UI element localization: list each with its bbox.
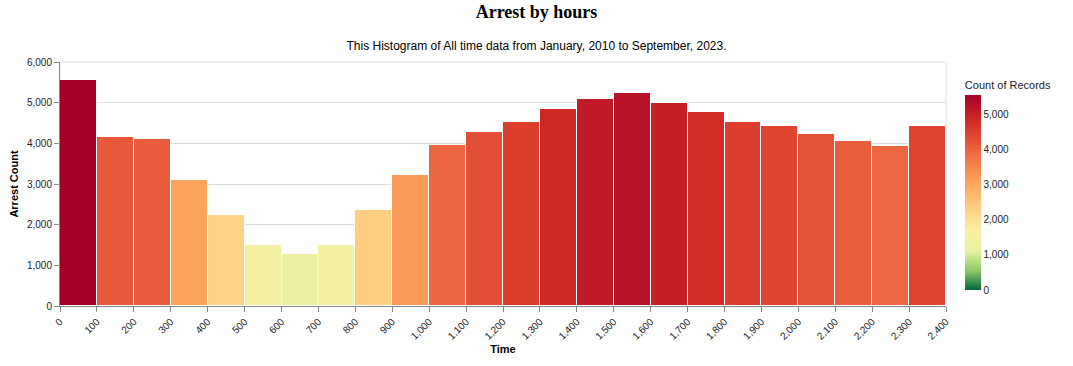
- svg-text:1,000: 1,000: [27, 260, 52, 271]
- svg-text:4,000: 4,000: [27, 138, 52, 149]
- svg-text:2,000: 2,000: [778, 316, 804, 342]
- svg-text:4,000: 4,000: [984, 144, 1009, 155]
- svg-text:Arrest Count: Arrest Count: [8, 150, 20, 218]
- svg-text:800: 800: [341, 316, 361, 336]
- svg-text:1,000: 1,000: [984, 249, 1009, 260]
- svg-text:1,300: 1,300: [519, 316, 545, 342]
- svg-text:Time: Time: [490, 343, 515, 355]
- svg-text:400: 400: [193, 316, 213, 336]
- svg-text:300: 300: [156, 316, 176, 336]
- svg-text:0: 0: [46, 301, 52, 312]
- svg-text:200: 200: [119, 316, 139, 336]
- svg-text:3,000: 3,000: [984, 179, 1009, 190]
- svg-text:3,000: 3,000: [27, 179, 52, 190]
- svg-text:2,400: 2,400: [925, 316, 951, 342]
- svg-text:This Histogram of All time dat: This Histogram of All time data from Jan…: [347, 39, 727, 53]
- svg-text:6,000: 6,000: [27, 57, 52, 68]
- svg-text:900: 900: [378, 316, 398, 336]
- svg-text:2,100: 2,100: [815, 316, 841, 342]
- svg-text:1,000: 1,000: [409, 316, 435, 342]
- svg-text:500: 500: [230, 316, 250, 336]
- svg-text:1,100: 1,100: [446, 316, 472, 342]
- svg-text:1,200: 1,200: [482, 316, 508, 342]
- svg-text:1,400: 1,400: [556, 316, 582, 342]
- svg-text:2,000: 2,000: [27, 219, 52, 230]
- svg-text:0: 0: [53, 316, 65, 328]
- svg-text:600: 600: [267, 316, 287, 336]
- svg-text:5,000: 5,000: [984, 109, 1009, 120]
- svg-text:1,900: 1,900: [741, 316, 767, 342]
- svg-text:2,300: 2,300: [889, 316, 915, 342]
- svg-text:1,800: 1,800: [704, 316, 730, 342]
- svg-text:5,000: 5,000: [27, 97, 52, 108]
- svg-text:1,500: 1,500: [593, 316, 619, 342]
- svg-text:100: 100: [82, 316, 102, 336]
- svg-text:0: 0: [984, 285, 990, 296]
- svg-text:2,200: 2,200: [852, 316, 878, 342]
- svg-text:2,000: 2,000: [984, 214, 1009, 225]
- svg-text:Arrest by hours: Arrest by hours: [476, 2, 598, 22]
- svg-text:1,700: 1,700: [667, 316, 693, 342]
- svg-text:Count of Records: Count of Records: [965, 79, 1051, 91]
- svg-text:1,600: 1,600: [630, 316, 656, 342]
- svg-text:700: 700: [304, 316, 324, 336]
